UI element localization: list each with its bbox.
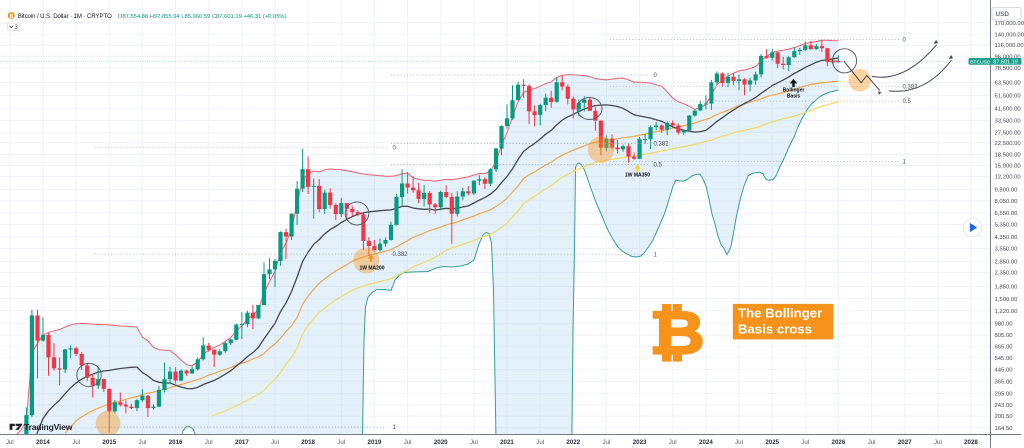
svg-text:0.382: 0.382 [393, 252, 409, 258]
svg-text:2020: 2020 [434, 439, 448, 446]
svg-text:Bitcoin / U.S. Dollar · 1M · C: Bitcoin / U.S. Dollar · 1M · CRYPTO [18, 13, 112, 20]
svg-text:The Bollinger: The Bollinger [738, 306, 822, 321]
svg-text:140,000.00: 140,000.00 [995, 32, 1024, 38]
svg-text:18,500.00: 18,500.00 [995, 153, 1022, 159]
svg-text:63,500.00: 63,500.00 [995, 81, 1022, 87]
svg-text:Bollinger: Bollinger [783, 88, 805, 94]
svg-text:Jul: Jul [602, 439, 610, 446]
svg-text:2019: 2019 [368, 439, 382, 446]
svg-text:Jul: Jul [404, 439, 412, 446]
svg-text:545.00: 545.00 [995, 356, 1014, 362]
svg-text:2014: 2014 [36, 439, 50, 446]
svg-text:2,350.00: 2,350.00 [995, 271, 1019, 277]
svg-text:116,000.00: 116,000.00 [995, 43, 1024, 49]
svg-text:Jul: Jul [735, 439, 743, 446]
svg-text:0: 0 [393, 145, 397, 151]
svg-text:0.5: 0.5 [903, 99, 912, 105]
svg-text:BTCUSD: BTCUSD [970, 59, 991, 65]
svg-text:2018: 2018 [301, 439, 315, 446]
svg-text:3,550.00: 3,550.00 [995, 247, 1019, 253]
svg-text:164.50: 164.50 [995, 426, 1014, 432]
svg-text:2015: 2015 [102, 439, 116, 446]
svg-text:Jul: Jul [271, 439, 279, 446]
svg-text:1: 1 [393, 425, 397, 431]
svg-text:27,500.00: 27,500.00 [995, 131, 1022, 137]
svg-text:Jul: Jul [669, 439, 677, 446]
svg-text:Jul: Jul [337, 439, 345, 446]
svg-text:96,000.00: 96,000.00 [995, 54, 1022, 60]
svg-text:2021: 2021 [500, 439, 514, 446]
svg-text:Jul: Jul [6, 439, 14, 446]
svg-text:9,800.00: 9,800.00 [995, 187, 1019, 193]
svg-text:1: 1 [654, 252, 658, 258]
svg-text:₿: ₿ [649, 299, 704, 366]
svg-text:295.00: 295.00 [995, 392, 1014, 398]
svg-text:170,000.00: 170,000.00 [995, 21, 1024, 27]
svg-text:805.00: 805.00 [995, 333, 1014, 339]
svg-text:1W MA200: 1W MA200 [359, 266, 384, 272]
svg-text:665.00: 665.00 [995, 344, 1014, 350]
svg-text:1: 1 [903, 160, 907, 166]
svg-text:12,200.00: 12,200.00 [995, 175, 1022, 181]
svg-text:0.5: 0.5 [654, 163, 663, 169]
svg-text:445.00: 445.00 [995, 368, 1014, 374]
svg-text:2,850.00: 2,850.00 [995, 259, 1019, 265]
svg-text:200.50: 200.50 [995, 414, 1014, 420]
svg-text:2016: 2016 [169, 439, 183, 446]
svg-text:0: 0 [654, 73, 658, 79]
svg-text:980.00: 980.00 [995, 322, 1014, 328]
svg-text:1,220.00: 1,220.00 [995, 309, 1019, 315]
svg-text:2028: 2028 [964, 439, 978, 446]
svg-text:0.382: 0.382 [903, 84, 919, 90]
svg-text:2027: 2027 [898, 439, 912, 446]
svg-text:5,350.00: 5,350.00 [995, 223, 1019, 229]
svg-text:2025: 2025 [765, 439, 779, 446]
svg-text:Jul: Jul [934, 439, 942, 446]
svg-text:O87,554.88 H97,855.94 L85,960.: O87,554.88 H97,855.94 L85,960.59 C87,601… [118, 14, 287, 20]
svg-text:1W MA350: 1W MA350 [625, 173, 650, 179]
svg-text:2024: 2024 [699, 439, 713, 446]
svg-text:3: 3 [15, 25, 19, 31]
svg-text:Jul: Jul [138, 439, 146, 446]
svg-text:Basis: Basis [787, 93, 801, 99]
svg-text:33,500.00: 33,500.00 [995, 119, 1022, 125]
svg-text:2022: 2022 [566, 439, 580, 446]
svg-text:22,500.00: 22,500.00 [995, 141, 1022, 147]
svg-text:1,500.00: 1,500.00 [995, 297, 1019, 303]
svg-text:Jul: Jul [72, 439, 80, 446]
svg-text:51,500.00: 51,500.00 [995, 94, 1022, 100]
svg-text:2026: 2026 [832, 439, 846, 446]
svg-text:Jul: Jul [536, 439, 544, 446]
svg-text:Jul: Jul [801, 439, 809, 446]
svg-text:Jul: Jul [205, 439, 213, 446]
svg-text:243.00: 243.00 [995, 403, 1014, 409]
svg-text:2017: 2017 [235, 439, 249, 446]
svg-text:Jul: Jul [868, 439, 876, 446]
svg-text:78,500.00: 78,500.00 [995, 66, 1022, 72]
svg-text:Jul: Jul [470, 439, 478, 446]
svg-text:6,550.00: 6,550.00 [995, 211, 1019, 217]
svg-text:1,850.00: 1,850.00 [995, 285, 1019, 291]
svg-text:4,350.00: 4,350.00 [995, 235, 1019, 241]
svg-text:₿: ₿ [9, 13, 13, 20]
svg-text:USD: USD [996, 11, 1010, 18]
svg-text:8,050.00: 8,050.00 [995, 199, 1019, 205]
svg-text:41,500.00: 41,500.00 [995, 106, 1022, 112]
svg-text:15,000.00: 15,000.00 [995, 164, 1022, 170]
svg-text:2023: 2023 [633, 439, 647, 446]
svg-text:87,601.19: 87,601.19 [993, 59, 1017, 65]
svg-text:Basis cross: Basis cross [738, 322, 812, 337]
svg-text:TradingView: TradingView [24, 422, 73, 432]
svg-text:0: 0 [903, 38, 907, 44]
svg-text:365.00: 365.00 [995, 379, 1014, 385]
svg-text:0.382: 0.382 [654, 142, 670, 148]
